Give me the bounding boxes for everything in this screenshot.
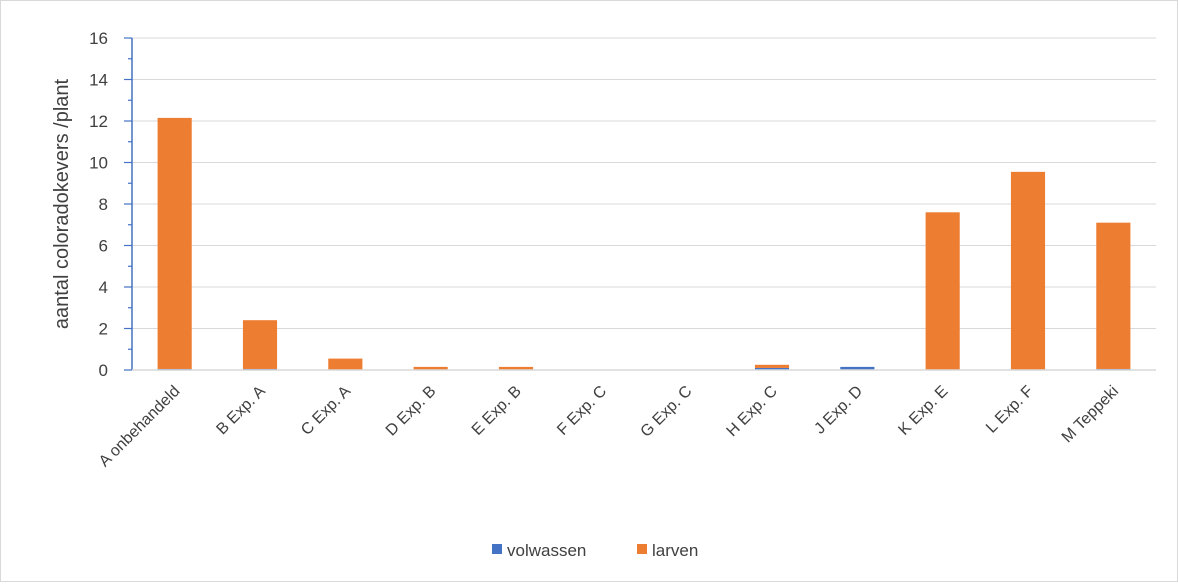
x-tick-label: K Exp. E (895, 383, 951, 439)
x-tick-label: G Exp. C (638, 383, 696, 441)
legend-label-volwassen: volwassen (507, 541, 586, 560)
y-axis-label: aantal coloradokevers /plant (51, 78, 73, 329)
y-tick-label: 16 (89, 29, 108, 48)
bar-volwassen (840, 366, 875, 370)
legend: volwassen larven (492, 541, 698, 560)
bars (157, 117, 1131, 371)
bar-larven (754, 364, 790, 368)
bar-larven (157, 117, 192, 369)
x-tick-label: J Exp. D (811, 383, 866, 438)
legend-swatch-larven (637, 544, 647, 554)
x-tick-label: D Exp. B (383, 383, 440, 440)
y-tick-label: 8 (99, 195, 108, 214)
legend-swatch-volwassen (492, 544, 502, 554)
y-tick-label: 0 (99, 361, 108, 380)
gridlines (132, 37, 1156, 329)
x-tick-label: A onbehandeld (96, 383, 184, 471)
bar-larven (1096, 222, 1131, 369)
bar-larven (925, 212, 960, 370)
bar-larven (498, 366, 534, 370)
x-tick-label: F Exp. C (554, 383, 610, 439)
y-tick-label: 6 (99, 237, 108, 256)
axes (124, 37, 1156, 371)
bar-volwassen (754, 367, 790, 370)
bar-larven (328, 358, 363, 370)
x-tick-label: C Exp. A (298, 383, 354, 439)
bar-larven (242, 320, 278, 369)
y-tick-label: 2 (99, 320, 108, 339)
y-tick-labels: 0 2 4 6 8 10 12 14 16 (89, 29, 108, 380)
x-tick-label: M Teppeki (1059, 383, 1122, 446)
bar-larven (413, 366, 448, 370)
x-tick-label: E Exp. B (469, 383, 525, 439)
y-tick-label: 10 (89, 154, 108, 173)
x-tick-label: B Exp. A (213, 383, 269, 439)
x-tick-label: H Exp. C (724, 383, 781, 440)
y-tick-label: 12 (89, 112, 108, 131)
x-tick-labels: A onbehandeld B Exp. A C Exp. A D Exp. B E E… (96, 383, 1122, 471)
x-tick-label: L Exp. F (983, 383, 1037, 437)
bar-larven (1010, 171, 1046, 370)
y-tick-label: 14 (89, 71, 108, 90)
y-tick-label: 4 (99, 278, 108, 297)
legend-label-larven: larven (652, 541, 698, 560)
